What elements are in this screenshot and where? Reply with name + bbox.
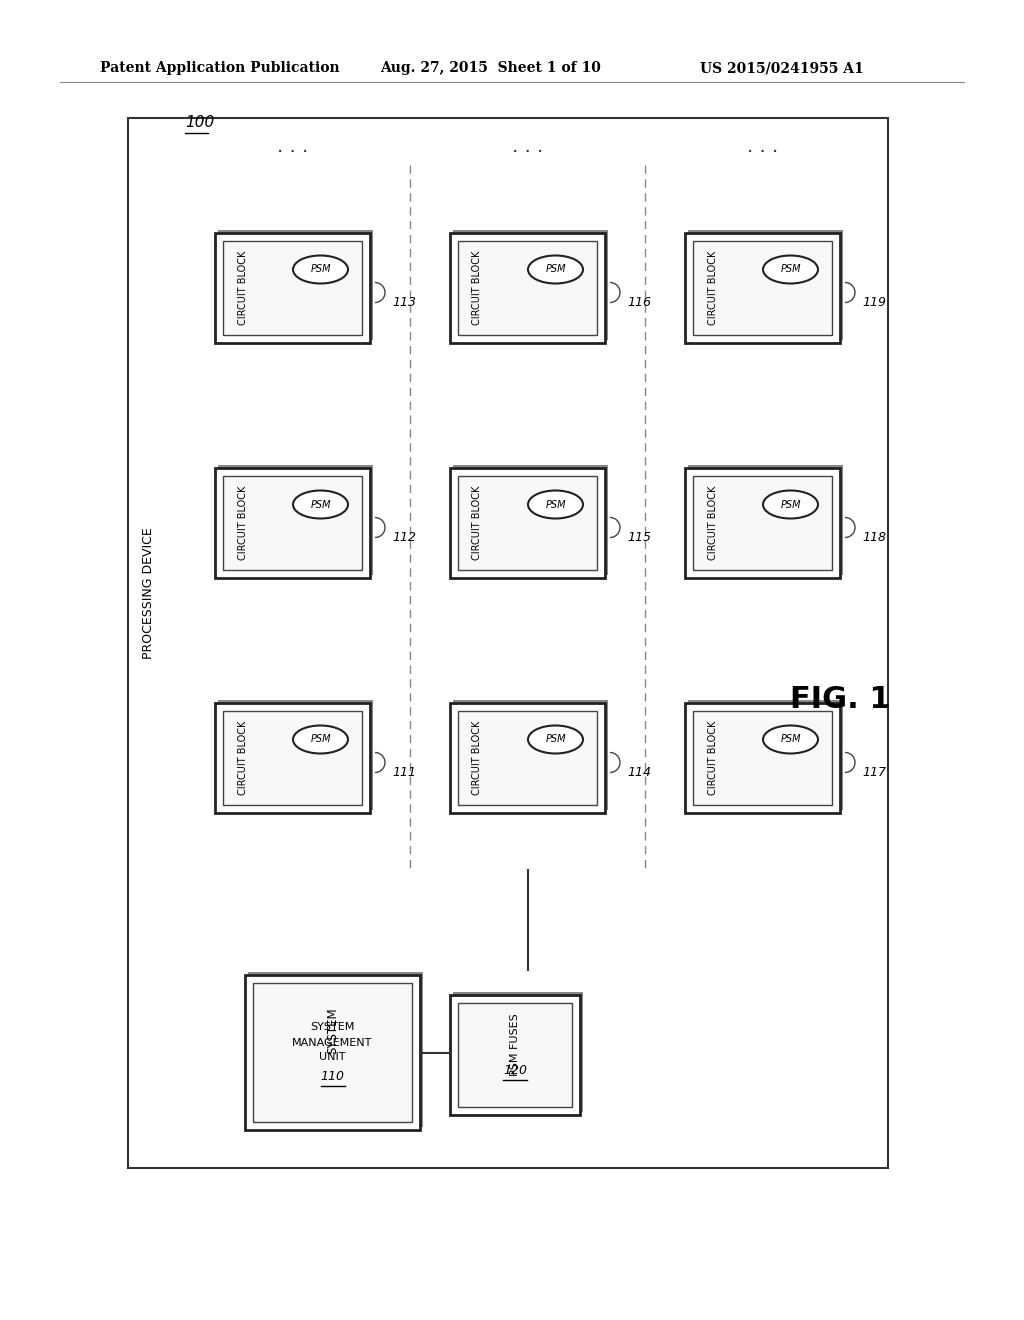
FancyBboxPatch shape — [450, 702, 605, 813]
Text: · · ·: · · · — [512, 144, 543, 162]
FancyBboxPatch shape — [685, 467, 840, 578]
Text: PSM: PSM — [780, 734, 801, 744]
FancyBboxPatch shape — [688, 700, 843, 809]
FancyBboxPatch shape — [450, 995, 580, 1115]
Text: 116: 116 — [627, 296, 651, 309]
Text: US 2015/0241955 A1: US 2015/0241955 A1 — [700, 61, 864, 75]
FancyBboxPatch shape — [223, 475, 362, 569]
Ellipse shape — [293, 726, 348, 754]
Text: 111: 111 — [392, 766, 416, 779]
Text: PSM: PSM — [310, 734, 331, 744]
Text: 117: 117 — [862, 766, 886, 779]
Text: CIRCUIT BLOCK: CIRCUIT BLOCK — [238, 251, 248, 325]
Text: 110: 110 — [321, 1069, 344, 1082]
Text: PSM: PSM — [545, 264, 565, 275]
FancyBboxPatch shape — [458, 475, 597, 569]
Text: 118: 118 — [862, 531, 886, 544]
FancyBboxPatch shape — [458, 710, 597, 804]
FancyBboxPatch shape — [453, 993, 583, 1111]
FancyBboxPatch shape — [693, 240, 831, 334]
FancyBboxPatch shape — [218, 465, 373, 574]
Ellipse shape — [528, 491, 583, 519]
Text: CIRCUIT BLOCK: CIRCUIT BLOCK — [708, 486, 718, 560]
Ellipse shape — [763, 256, 818, 284]
FancyBboxPatch shape — [450, 467, 605, 578]
FancyBboxPatch shape — [688, 230, 843, 339]
Text: CIRCUIT BLOCK: CIRCUIT BLOCK — [238, 486, 248, 560]
FancyBboxPatch shape — [685, 702, 840, 813]
Text: MANAGEMENT: MANAGEMENT — [292, 1038, 373, 1048]
FancyBboxPatch shape — [248, 972, 423, 1127]
Text: PSM: PSM — [310, 499, 331, 510]
FancyBboxPatch shape — [223, 710, 362, 804]
Text: 113: 113 — [392, 296, 416, 309]
Text: CIRCUIT BLOCK: CIRCUIT BLOCK — [472, 251, 482, 325]
FancyBboxPatch shape — [458, 240, 597, 334]
Ellipse shape — [763, 491, 818, 519]
FancyBboxPatch shape — [453, 230, 608, 339]
FancyBboxPatch shape — [218, 230, 373, 339]
Text: CIRCUIT BLOCK: CIRCUIT BLOCK — [708, 721, 718, 795]
FancyBboxPatch shape — [215, 232, 370, 342]
Text: 115: 115 — [627, 531, 651, 544]
FancyBboxPatch shape — [693, 475, 831, 569]
Text: SYSTEM: SYSTEM — [310, 1023, 354, 1032]
Text: PSM: PSM — [780, 499, 801, 510]
Text: · · ·: · · · — [746, 144, 778, 162]
FancyBboxPatch shape — [450, 232, 605, 342]
Text: SYSTEM: SYSTEM — [326, 1007, 339, 1053]
Text: CIRCUIT BLOCK: CIRCUIT BLOCK — [472, 721, 482, 795]
Text: PSM FUSES: PSM FUSES — [510, 1014, 520, 1076]
FancyBboxPatch shape — [128, 117, 888, 1168]
FancyBboxPatch shape — [688, 465, 843, 574]
Ellipse shape — [763, 726, 818, 754]
FancyBboxPatch shape — [215, 702, 370, 813]
Text: PROCESSING DEVICE: PROCESSING DEVICE — [141, 527, 155, 659]
Text: CIRCUIT BLOCK: CIRCUIT BLOCK — [238, 721, 248, 795]
Text: 100: 100 — [185, 115, 214, 129]
FancyBboxPatch shape — [223, 240, 362, 334]
Text: 120: 120 — [503, 1064, 527, 1077]
Text: FIG. 1: FIG. 1 — [790, 685, 890, 714]
FancyBboxPatch shape — [215, 467, 370, 578]
FancyBboxPatch shape — [458, 1003, 572, 1107]
Ellipse shape — [528, 726, 583, 754]
FancyBboxPatch shape — [685, 232, 840, 342]
Text: CIRCUIT BLOCK: CIRCUIT BLOCK — [708, 251, 718, 325]
Text: Patent Application Publication: Patent Application Publication — [100, 61, 340, 75]
FancyBboxPatch shape — [453, 700, 608, 809]
FancyBboxPatch shape — [453, 465, 608, 574]
Ellipse shape — [293, 491, 348, 519]
Text: 112: 112 — [392, 531, 416, 544]
Text: 114: 114 — [627, 766, 651, 779]
Text: 119: 119 — [862, 296, 886, 309]
Text: PSM: PSM — [310, 264, 331, 275]
Ellipse shape — [528, 256, 583, 284]
Text: PSM: PSM — [780, 264, 801, 275]
FancyBboxPatch shape — [245, 975, 420, 1130]
FancyBboxPatch shape — [218, 700, 373, 809]
FancyBboxPatch shape — [693, 710, 831, 804]
FancyBboxPatch shape — [253, 983, 412, 1122]
Text: PSM: PSM — [545, 734, 565, 744]
Text: · · ·: · · · — [276, 144, 308, 162]
Text: UNIT: UNIT — [319, 1052, 346, 1063]
Text: CIRCUIT BLOCK: CIRCUIT BLOCK — [472, 486, 482, 560]
Text: PSM: PSM — [545, 499, 565, 510]
Ellipse shape — [293, 256, 348, 284]
Text: Aug. 27, 2015  Sheet 1 of 10: Aug. 27, 2015 Sheet 1 of 10 — [380, 61, 601, 75]
